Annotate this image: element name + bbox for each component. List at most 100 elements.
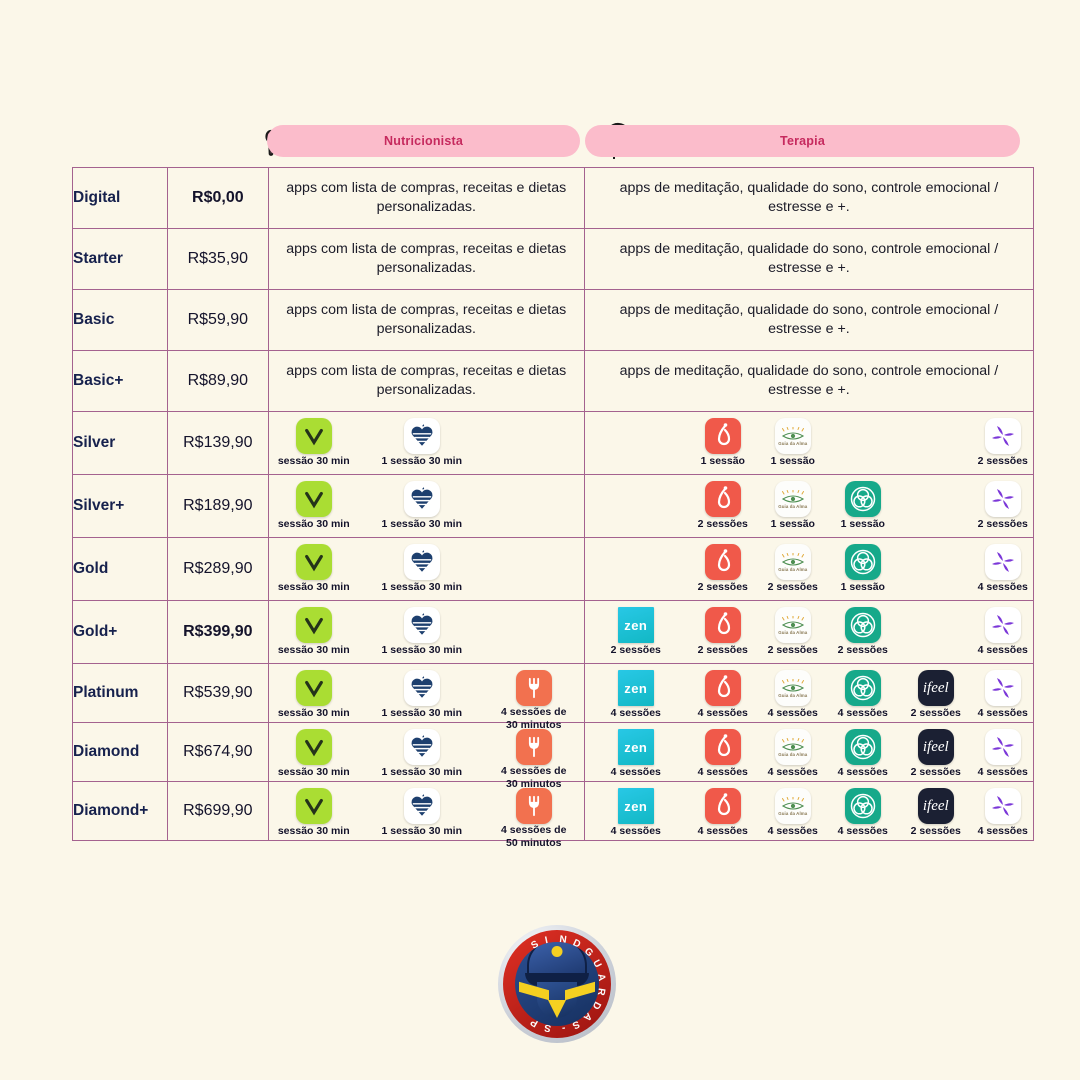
app-slot: sessão 30 min (271, 418, 357, 467)
heart-app-icon[interactable] (403, 418, 440, 454)
red-drop-app-icon[interactable] (704, 607, 741, 643)
app-slot: 1 sessão 30 min (379, 788, 465, 837)
app-slot: 2 sessões (820, 607, 906, 656)
icon-caption: 4 sessões (767, 766, 818, 778)
app-slot: 4 sessões (680, 788, 766, 837)
zen-app-icon[interactable]: zen (617, 607, 654, 643)
icon-caption-line1: 4 sessões de (501, 706, 567, 718)
plan-price: R$0,00 (192, 189, 244, 206)
guia-da-alma-app-icon[interactable]: Guia da Alma (774, 544, 811, 580)
triquetra-app-icon[interactable] (844, 729, 881, 765)
heart-app-icon[interactable] (403, 607, 440, 643)
triquetra-app-icon[interactable] (844, 670, 881, 706)
zen-app-icon[interactable]: zen (617, 729, 654, 765)
red-drop-app-icon[interactable] (704, 729, 741, 765)
yazio-app-icon[interactable] (295, 544, 332, 580)
fork-meal-app-icon[interactable] (515, 729, 552, 765)
app-slot: 4 sessões (820, 670, 906, 719)
table-row: Platinum R$539,90 sessão 30 min 1 sessão… (72, 663, 1035, 731)
app-slot: Guia da Alma 1 sessão (750, 481, 836, 530)
yazio-app-icon[interactable] (295, 418, 332, 454)
yazio-app-icon[interactable] (295, 670, 332, 706)
zen-app-icon[interactable]: zen (617, 670, 654, 706)
red-drop-app-icon[interactable] (704, 670, 741, 706)
pinwheel-app-icon[interactable] (984, 729, 1021, 765)
red-drop-app-icon[interactable] (704, 418, 741, 454)
pinwheel-app-icon[interactable] (984, 418, 1021, 454)
header-pill-nutricionista: Nutricionista (267, 125, 580, 157)
triquetra-app-icon[interactable] (844, 481, 881, 517)
cell-plan-name: Gold+ (72, 600, 168, 664)
pinwheel-app-icon[interactable] (984, 481, 1021, 517)
guia-da-alma-app-icon[interactable]: Guia da Alma (774, 729, 811, 765)
icon-caption: 1 sessão 30 min (381, 766, 463, 778)
app-slot: 2 sessões (960, 481, 1046, 530)
app-slot: 4 sessões de 30 minutos (491, 729, 577, 791)
heart-app-icon[interactable] (403, 670, 440, 706)
triquetra-app-icon[interactable] (844, 544, 881, 580)
red-drop-app-icon[interactable] (704, 544, 741, 580)
cell-plan-price: R$0,00 (166, 167, 269, 229)
zen-app-icon[interactable]: zen (617, 788, 654, 824)
heart-app-icon[interactable] (403, 729, 440, 765)
yazio-app-icon[interactable] (295, 481, 332, 517)
plan-price: R$289,90 (183, 560, 253, 577)
red-drop-app-icon[interactable] (704, 481, 741, 517)
ifeel-app-icon[interactable]: ifeel (917, 670, 954, 706)
fork-meal-app-icon[interactable] (515, 670, 552, 706)
terapia-description: apps de meditação, qualidade do sono, co… (619, 240, 999, 276)
icon-caption: sessão 30 min (277, 825, 350, 837)
terapia-icon-row: zen 4 sessões 4 sessões Guia da Alma 4 se… (585, 782, 1033, 840)
plan-name: Gold (73, 560, 109, 577)
icon-caption: 4 sessões (837, 825, 888, 837)
app-slot: 1 sessão (820, 544, 906, 593)
icon-caption: 4 sessões (977, 766, 1028, 778)
cell-nutricionista: sessão 30 min 1 sessão 30 min (267, 537, 585, 601)
guia-da-alma-app-icon[interactable]: Guia da Alma (774, 481, 811, 517)
app-slot: 1 sessão (820, 481, 906, 530)
app-slot: 4 sessões (680, 729, 766, 778)
guia-da-alma-app-icon[interactable]: Guia da Alma (774, 418, 811, 454)
icon-caption: 4 sessões (837, 766, 888, 778)
app-slot: 1 sessão (680, 418, 766, 467)
pinwheel-app-icon[interactable] (984, 544, 1021, 580)
icon-caption: 2 sessões (767, 644, 818, 656)
plan-price: R$539,90 (183, 684, 253, 701)
triquetra-app-icon[interactable] (844, 607, 881, 643)
red-drop-app-icon[interactable] (704, 788, 741, 824)
logo-cap-badge (551, 946, 563, 957)
ifeel-app-icon[interactable]: ifeel (917, 788, 954, 824)
fork-meal-app-icon[interactable] (515, 788, 552, 824)
app-slot: 2 sessões (680, 544, 766, 593)
pinwheel-app-icon[interactable] (984, 788, 1021, 824)
app-slot: sessão 30 min (271, 729, 357, 778)
plan-name: Gold+ (73, 623, 118, 640)
triquetra-app-icon[interactable] (844, 788, 881, 824)
guia-da-alma-app-icon[interactable]: Guia da Alma (774, 670, 811, 706)
heart-app-icon[interactable] (403, 481, 440, 517)
plan-price: R$399,90 (183, 623, 253, 640)
heart-app-icon[interactable] (403, 544, 440, 580)
cell-nutricionista: apps com lista de compras, receitas e di… (267, 228, 585, 290)
icon-caption: sessão 30 min (277, 766, 350, 778)
cell-nutricionista: sessão 30 min 1 sessão 30 min (267, 411, 585, 475)
pinwheel-app-icon[interactable] (984, 670, 1021, 706)
yazio-app-icon[interactable] (295, 788, 332, 824)
pinwheel-app-icon[interactable] (984, 607, 1021, 643)
terapia-icon-row: zen 2 sessões 2 sessões Guia da Alma 2 se… (585, 601, 1033, 663)
logo-tie (548, 1000, 566, 1018)
cell-nutricionista: sessão 30 min 1 sessão 30 min 4 sessões … (267, 781, 585, 849)
logo-inner-disc (515, 942, 599, 1026)
icon-caption: 4 sessões (697, 766, 748, 778)
yazio-app-icon[interactable] (295, 729, 332, 765)
app-slot: Guia da Alma 4 sessões (750, 729, 836, 778)
terapia-icon-row: zen 4 sessões 4 sessões Guia da Alma 4 se… (585, 664, 1033, 722)
guia-da-alma-app-icon[interactable]: Guia da Alma (774, 788, 811, 824)
nutricionista-icon-row: sessão 30 min 1 sessão 30 min (269, 601, 584, 663)
ifeel-app-icon[interactable]: ifeel (917, 729, 954, 765)
cell-nutricionista: apps com lista de compras, receitas e di… (267, 289, 585, 351)
heart-app-icon[interactable] (403, 788, 440, 824)
yazio-app-icon[interactable] (295, 607, 332, 643)
icon-caption: 2 sessões (767, 581, 818, 593)
guia-da-alma-app-icon[interactable]: Guia da Alma (774, 607, 811, 643)
